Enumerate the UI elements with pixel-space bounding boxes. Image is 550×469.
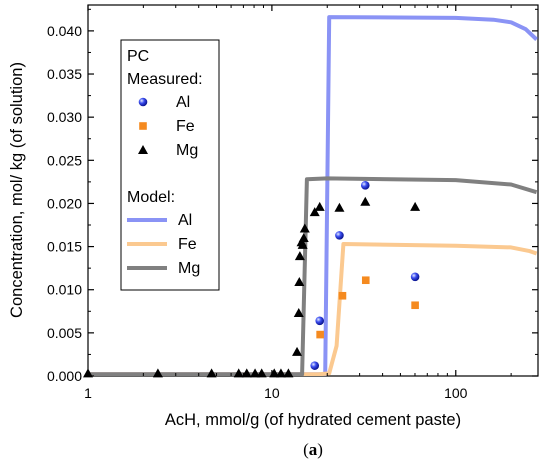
legend-label-model-mg: Mg bbox=[178, 260, 200, 277]
y-tick-label: 0.020 bbox=[47, 195, 82, 211]
data-point-mg bbox=[283, 368, 294, 378]
legend-label-model-al: Al bbox=[178, 212, 192, 229]
y-tick-label: 0.040 bbox=[47, 23, 82, 39]
x-tick-label: 100 bbox=[444, 385, 468, 401]
data-point-fe bbox=[338, 291, 347, 300]
data-point-mg bbox=[360, 196, 371, 206]
figure-caption-letter: a bbox=[309, 440, 318, 459]
legend-measured-heading: Measured: bbox=[127, 71, 203, 88]
data-point-mg bbox=[294, 276, 305, 286]
data-point-mg bbox=[256, 368, 267, 378]
legend-label-model-fe: Fe bbox=[178, 236, 197, 253]
y-tick-label: 0.035 bbox=[47, 66, 82, 82]
y-axis-label: Concentration, mol/ kg (of solution) bbox=[8, 62, 26, 318]
data-point-mg bbox=[233, 368, 244, 378]
data-point-mg bbox=[292, 346, 303, 356]
data-point-al bbox=[335, 231, 344, 240]
legend-label-measured-mg: Mg bbox=[176, 142, 198, 159]
data-point-mg bbox=[294, 251, 305, 261]
y-tick-label: 0.030 bbox=[47, 109, 82, 125]
figure-caption: (a) bbox=[303, 440, 323, 459]
data-point-fe bbox=[361, 276, 370, 285]
legend-title: PC bbox=[127, 48, 149, 65]
y-tick-label: 0.025 bbox=[47, 152, 82, 168]
legend-label-measured-fe: Fe bbox=[176, 118, 195, 135]
legend-marker-al bbox=[138, 97, 148, 107]
data-point-mg bbox=[275, 368, 286, 378]
legend-label-measured-al: Al bbox=[176, 94, 190, 111]
data-point-al bbox=[360, 181, 370, 190]
legend-marker-fe bbox=[139, 122, 147, 130]
legend-box bbox=[120, 39, 220, 291]
legend: PC Measured: Al Fe Mg Model: Al Fe Mg bbox=[120, 39, 220, 291]
data-point-mg bbox=[297, 239, 308, 249]
data-point-mg bbox=[241, 368, 252, 378]
data-point-mg bbox=[334, 202, 345, 212]
data-point-mg bbox=[299, 223, 310, 233]
data-point-mg bbox=[298, 232, 309, 242]
data-point-mg bbox=[250, 368, 261, 378]
data-point-fe bbox=[316, 330, 324, 339]
model-line-mg bbox=[88, 176, 538, 376]
y-tick-label: 0.010 bbox=[47, 282, 82, 298]
data-point-mg bbox=[314, 201, 325, 211]
data-point-fe bbox=[411, 301, 419, 310]
legend-model-heading: Model: bbox=[127, 189, 175, 206]
data-point-mg bbox=[152, 368, 163, 378]
data-point-al bbox=[315, 316, 325, 326]
x-tick-label: 10 bbox=[264, 385, 280, 401]
y-tick-label: 0.015 bbox=[47, 239, 82, 255]
legend-marker-mg bbox=[138, 145, 148, 154]
y-tick-label: 0.000 bbox=[47, 368, 82, 384]
data-point-al bbox=[410, 272, 420, 282]
data-point-mg bbox=[309, 207, 320, 217]
y-tick-label: 0.005 bbox=[47, 325, 82, 341]
data-point-mg bbox=[410, 201, 421, 211]
data-point-mg bbox=[293, 308, 304, 318]
x-axis-label: AcH, mmol/g (of hydrated cement paste) bbox=[165, 411, 461, 429]
model-line-fe bbox=[88, 242, 538, 376]
data-point-al bbox=[310, 361, 320, 370]
x-tick-label: 1 bbox=[84, 385, 92, 401]
data-point-mg bbox=[206, 368, 217, 378]
